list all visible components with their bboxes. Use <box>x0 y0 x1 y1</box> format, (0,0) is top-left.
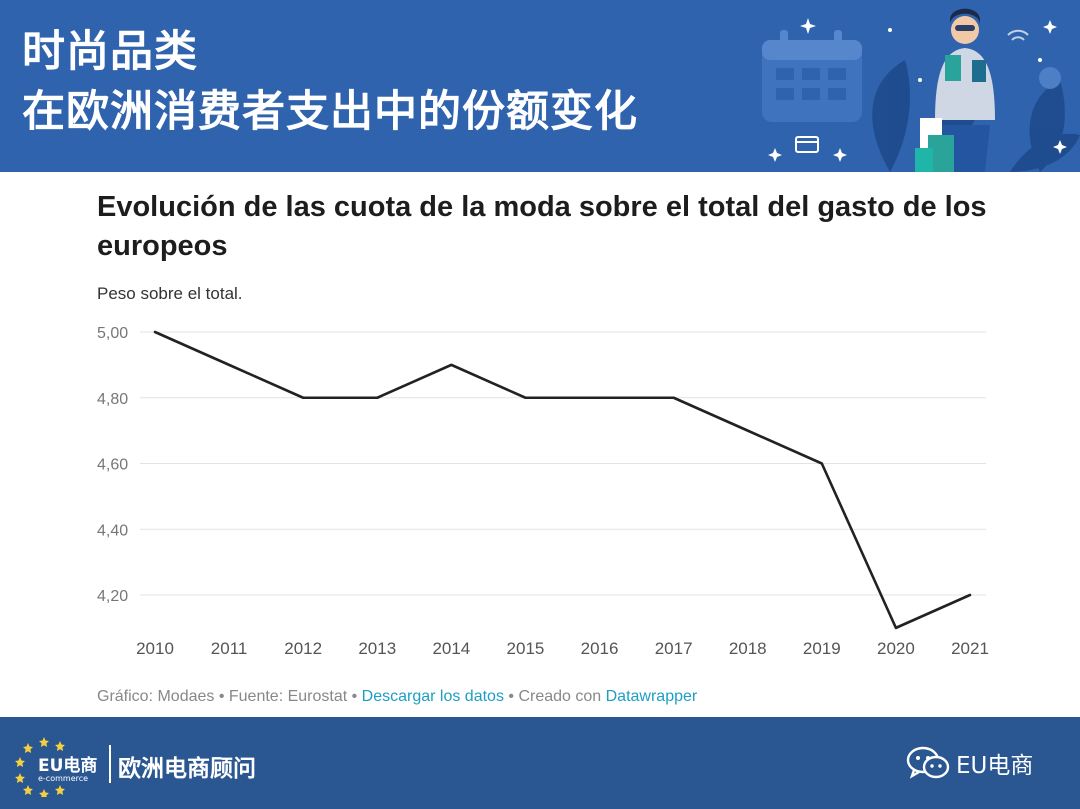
footer-created-with: • Creado con <box>503 688 606 705</box>
x-tick-label: 2018 <box>729 639 767 658</box>
x-tick-label: 2017 <box>655 639 693 658</box>
eu-stars-icon: EU电商 e-commerce <box>15 737 97 797</box>
y-tick-label: 4,20 <box>97 588 128 605</box>
logo-text: EU电商 <box>38 755 97 776</box>
brand-name: 欧洲电商顾问 <box>118 756 256 782</box>
chart-title: Evolución de las cuota de la moda sobre … <box>97 191 987 262</box>
header-banner: 时尚品类 在欧洲消费者支出中的份额变化 <box>0 0 1080 172</box>
x-tick-label: 2019 <box>803 639 841 658</box>
logo-subtext: e-commerce <box>38 774 88 783</box>
x-tick-label: 2012 <box>284 639 322 658</box>
series-line <box>153 330 972 630</box>
x-tick-label: 2013 <box>358 639 396 658</box>
bottom-bar: EU电商 e-commerce 欧洲电商顾问 EU电商 <box>0 717 1080 809</box>
x-tick-label: 2011 <box>211 639 248 658</box>
datawrapper-link[interactable]: Datawrapper <box>605 688 698 705</box>
chart-subtitle: Peso sobre el total. <box>97 284 243 303</box>
y-tick-label: 4,60 <box>97 457 128 474</box>
x-tick-label: 2021 <box>951 639 989 658</box>
chart-footer: Gráfico: Modaes • Fuente: Eurostat • Des… <box>97 688 697 706</box>
header-title-line2: 在欧洲消费者支出中的份额变化 <box>22 87 638 137</box>
x-tick-label: 2020 <box>877 639 915 658</box>
y-tick-label: 4,80 <box>97 391 128 408</box>
x-tick-label: 2010 <box>136 639 174 658</box>
y-tick-label: 4,40 <box>97 522 128 539</box>
wechat-icon <box>906 746 950 779</box>
footer-credit: Gráfico: Modaes • Fuente: Eurostat • <box>97 688 362 705</box>
header-title-line1: 时尚品类 <box>22 27 198 77</box>
header-title: 时尚品类 在欧洲消费者支出中的份额变化 <box>22 22 638 142</box>
x-tick-label: 2015 <box>507 639 545 658</box>
wechat-account[interactable]: EU电商 <box>906 745 1033 781</box>
x-tick-label: 2016 <box>581 639 619 658</box>
logo-divider <box>109 745 111 783</box>
download-data-link[interactable]: Descargar los datos <box>361 688 504 705</box>
x-tick-label: 2014 <box>432 639 470 658</box>
shopping-woman-illustration <box>762 8 1080 172</box>
y-tick-label: 5,00 <box>97 325 128 342</box>
wechat-label: EU电商 <box>956 753 1034 779</box>
calendar-icon <box>762 30 862 122</box>
